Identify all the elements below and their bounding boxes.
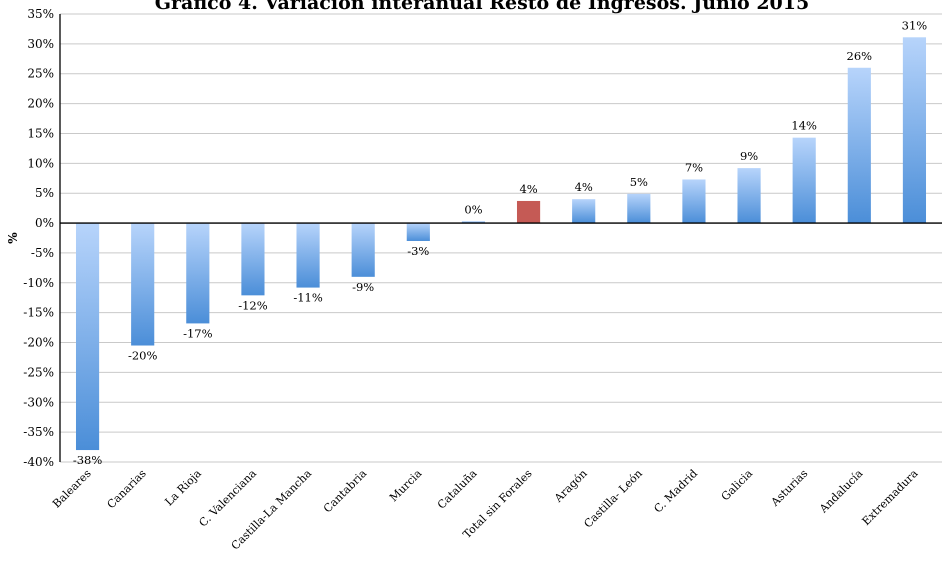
bar <box>296 223 320 288</box>
category-label: Cantabria <box>321 467 370 516</box>
data-label: 9% <box>740 149 758 163</box>
bar <box>627 193 651 224</box>
bar <box>737 168 761 224</box>
bar <box>902 37 927 224</box>
y-tick-label: -25% <box>23 365 54 379</box>
category-label: Aragón <box>551 467 590 506</box>
y-tick-label: 0% <box>35 216 54 230</box>
data-label: -11% <box>293 291 323 305</box>
y-tick-label: 15% <box>27 126 54 140</box>
data-label: 31% <box>902 18 928 32</box>
chart-title: Gráfico 4. Variación interanual Resto de… <box>155 0 809 14</box>
y-tick-label: -10% <box>23 276 54 290</box>
bar <box>351 223 375 277</box>
data-label: -17% <box>183 326 213 340</box>
y-tick-label: 35% <box>27 7 54 21</box>
y-tick-label: -20% <box>23 336 54 350</box>
category-label: Baleares <box>50 467 94 511</box>
category-label: C. Valenciana <box>196 467 259 530</box>
data-label: 4% <box>575 180 593 194</box>
data-label: 4% <box>519 182 537 196</box>
bar <box>516 200 541 224</box>
category-label: Andalucía <box>816 467 865 516</box>
y-tick-label: 20% <box>27 97 54 111</box>
category-label: C. Madrid <box>651 467 700 516</box>
bar <box>75 223 100 451</box>
bar <box>792 137 816 224</box>
category-label: Galicia <box>719 467 756 504</box>
y-tick-label: 25% <box>27 67 54 81</box>
category-label: Asturias <box>768 467 811 510</box>
bar <box>461 221 486 224</box>
data-label: -3% <box>407 244 429 258</box>
bar <box>406 223 430 241</box>
bar <box>847 67 871 224</box>
y-tick-label: -35% <box>23 425 54 439</box>
y-tick-label: -30% <box>23 395 54 409</box>
data-label: 5% <box>630 175 648 189</box>
data-label: -9% <box>352 280 374 294</box>
bar <box>131 223 155 346</box>
data-label: -20% <box>128 349 158 363</box>
data-label: 7% <box>685 160 703 174</box>
y-tick-label: -5% <box>31 246 54 260</box>
y-tick-label: 5% <box>35 186 54 200</box>
category-label: Canarias <box>105 467 150 512</box>
category-label: Castilla- León <box>581 467 645 531</box>
y-tick-label: -15% <box>23 306 54 320</box>
bar <box>682 179 706 224</box>
category-label: Extremadura <box>859 467 920 528</box>
data-label: 14% <box>791 119 817 133</box>
data-label: -12% <box>238 298 268 312</box>
y-tick-label: 30% <box>27 37 54 51</box>
category-label: La Rioja <box>162 467 204 509</box>
category-label: Murcia <box>387 467 425 505</box>
bar <box>572 199 596 224</box>
y-tick-label: -40% <box>23 455 54 469</box>
bar <box>241 223 265 296</box>
data-label: -38% <box>73 453 103 467</box>
y-tick-label: 10% <box>27 156 54 170</box>
data-label: 26% <box>847 49 873 63</box>
category-label: Cataluña <box>435 467 480 512</box>
bar <box>186 223 210 324</box>
y-axis-label: % <box>6 232 20 244</box>
data-label: 0% <box>464 202 482 216</box>
